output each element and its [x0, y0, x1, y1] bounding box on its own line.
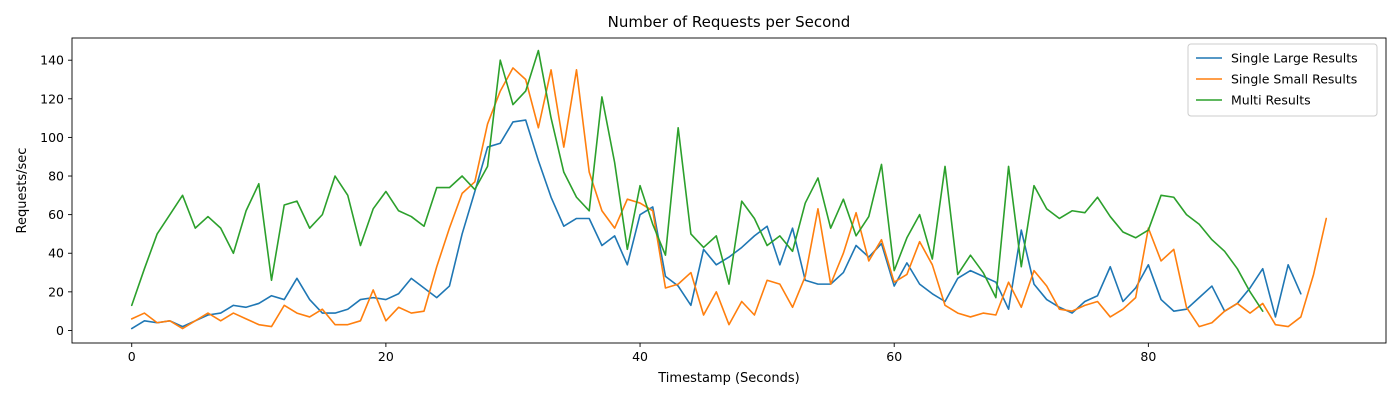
x-tick-label: 60	[886, 349, 902, 364]
x-tick-label: 80	[1140, 349, 1156, 364]
plot-frame	[71, 37, 1387, 344]
x-tick-label: 0	[128, 349, 136, 364]
y-axis: 0 20 40 60 80 100 120 140	[40, 53, 72, 338]
legend-label: Single Small Results	[1231, 72, 1357, 87]
series-line-3	[130, 49, 1264, 312]
legend: Single Large Results Single Small Results…	[1187, 43, 1378, 117]
series-lines	[130, 49, 1328, 330]
x-axis: 0 20 40 60 80	[128, 343, 1156, 364]
series-line-1	[130, 119, 1302, 330]
y-tick-label: 60	[48, 207, 64, 222]
series-line-2	[130, 67, 1328, 330]
y-tick-label: 40	[48, 246, 64, 261]
x-tick-label: 20	[378, 349, 394, 364]
y-tick-label: 80	[48, 169, 64, 184]
legend-label: Multi Results	[1231, 93, 1311, 108]
x-axis-label: Timestamp (Seconds)	[657, 371, 799, 386]
y-tick-label: 120	[40, 91, 64, 106]
legend-label: Single Large Results	[1231, 51, 1358, 66]
y-tick-label: 0	[56, 323, 64, 338]
chart-title: Number of Requests per Second	[608, 13, 851, 31]
y-tick-label: 20	[48, 284, 64, 299]
legend-box	[1187, 43, 1378, 117]
y-axis-label: Requests/sec	[15, 148, 30, 234]
y-tick-label: 100	[40, 130, 64, 145]
y-tick-label: 140	[40, 53, 64, 68]
x-tick-label: 40	[632, 349, 648, 364]
